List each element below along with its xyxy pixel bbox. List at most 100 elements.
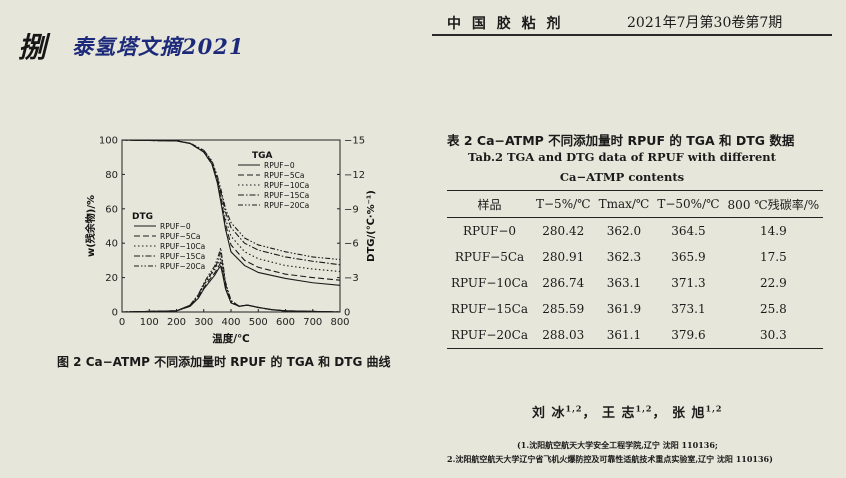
table-cell: 373.1 [671, 302, 706, 316]
y-left-tick-label: 60 [105, 204, 118, 215]
author-name: 王 志 [601, 406, 636, 421]
y-right-tick-label: −3 [344, 273, 359, 284]
table-row: RPUF−10Ca 286.74 363.1 371.3 22.9 [447, 270, 823, 296]
table-cell: 363.1 [606, 276, 642, 290]
brand-text: 泰氢塔文摘2021 [72, 34, 245, 59]
figure-caption: 图 2 Ca−ATMP 不同添加量时 RPUF 的 TGA 和 DTG 曲线 [57, 355, 391, 369]
author-name: 刘 冰 [532, 406, 566, 421]
x-tick-label: 700 [303, 317, 322, 328]
col-header-t50: T−50%/℃ [653, 190, 724, 218]
y-right-axis-label: DTG/(℃·%⁻¹) [366, 190, 377, 262]
table-cell: 362.3 [606, 250, 642, 264]
x-tick-label: 0 [119, 317, 125, 328]
tga-series-line [121, 139, 341, 281]
table-row: RPUF−15Ca 285.59 361.9 373.1 25.8 [447, 296, 823, 322]
tga-legend-title: TGA [252, 151, 273, 161]
x-tick-label: 200 [167, 317, 186, 328]
y-right-tick-label: −12 [344, 170, 365, 181]
tga-series-group [121, 139, 341, 286]
table-cell: RPUF−5Ca [454, 250, 525, 264]
table-cell: 288.03 [532, 322, 595, 349]
dtg-legend-label: RPUF−20Ca [160, 262, 205, 271]
table-cell: RPUF−0 [462, 224, 517, 238]
table-cell: 379.6 [653, 322, 724, 349]
table-cell: 361.1 [594, 322, 654, 349]
table-cell: 280.91 [542, 250, 585, 264]
y-left-tick-label: 40 [105, 239, 118, 250]
dtg-series-line [121, 261, 341, 313]
table-cell: RPUF−15Ca [451, 302, 528, 316]
table-cell: 361.9 [606, 302, 642, 316]
table-row: RPUF−20Ca 288.03 361.1 379.6 30.3 [447, 322, 824, 349]
journal-name: 中 国 胶 粘 剂 [447, 16, 564, 32]
y-left-tick-label: 100 [99, 136, 118, 147]
brand-mark: 捌 [18, 31, 47, 64]
table-cell: 365.9 [671, 250, 706, 264]
table-subtitle-1: Tab.2 TGA and DTG data of RPUF with diff… [468, 150, 776, 164]
x-tick-label: 100 [140, 317, 159, 328]
table-cell: 22.9 [759, 276, 787, 290]
tga-dtg-chart: 0 100 200 300 400 500 600 700 8000204060801000−3… [84, 136, 377, 346]
y-right-tick-label: −15 [344, 136, 365, 147]
table-cell: RPUF−20Ca [447, 322, 532, 349]
table-row: RPUF−5Ca 280.91 362.3 365.9 17.5 [447, 244, 823, 270]
col-header-sample: 样品 [447, 190, 532, 218]
y-left-axis-label: w(残余物)/% [84, 195, 97, 257]
author-affiliation-mark: 1,2 [705, 403, 723, 414]
dtg-legend-label: RPUF−0 [160, 222, 191, 231]
dtg-legend-title: DTG [132, 212, 153, 222]
col-header-t5: T−5%/℃ [532, 190, 595, 218]
table-cell: 364.5 [671, 224, 706, 238]
table-cell: 285.59 [542, 302, 585, 316]
table-cell: 286.74 [542, 276, 585, 290]
tga-series-line [121, 139, 341, 286]
y-right-tick-label: −6 [344, 239, 359, 250]
tga-legend-label: RPUF−5Ca [264, 171, 304, 180]
y-right-tick-label: 0 [344, 308, 350, 319]
affiliation-2: 2.沈阳航空航天大学辽宁省飞机火爆防控及可靠性适航技术重点实验室,辽宁 沈阳 1… [447, 454, 773, 464]
dtg-series-group [121, 247, 341, 313]
dtg-series-line [121, 257, 341, 313]
x-tick-label: 800 [330, 317, 349, 328]
col-header-tmax: Tmax/℃ [594, 190, 654, 218]
table-cell: 371.3 [671, 276, 706, 290]
x-tick-label: 400 [221, 317, 240, 328]
affiliation-1: (1.沈阳航空航天大学安全工程学院,辽宁 沈阳 110136; [517, 440, 718, 450]
data-table: 样品 T−5%/℃ Tmax/℃ T−50%/℃ 800 ℃残碳率/% RPUF… [447, 190, 824, 349]
tga-legend-label: RPUF−0 [264, 161, 295, 170]
chart-labels: 0 100 200 300 400 500 600 700 8000204060801000−3… [84, 136, 377, 346]
dtg-legend-label: RPUF−5Ca [160, 232, 200, 241]
y-right-tick-label: −9 [344, 204, 359, 215]
table-title: 表 2 Ca−ATMP 不同添加量时 RPUF 的 TGA 和 DTG 数据 [447, 133, 795, 148]
dtg-series-line [121, 247, 341, 313]
x-tick-label: 600 [276, 317, 295, 328]
dtg-series-line [121, 264, 341, 313]
table-subtitle-2: Ca−ATMP contents [559, 170, 685, 184]
author-list: 刘 冰1,2， 王 志1,2， 张 旭1,2 [532, 403, 723, 421]
table-header-row: 样品 T−5%/℃ Tmax/℃ T−50%/℃ 800 ℃残碳率/% [447, 190, 824, 218]
x-axis-label: 温度/℃ [212, 332, 250, 345]
table-cell: 14.9 [759, 224, 787, 238]
table-row: RPUF−0 280.42 362.0 364.5 14.9 [447, 218, 823, 245]
author-affiliation-mark: 1,2 [565, 403, 583, 414]
y-left-tick-label: 20 [105, 273, 118, 284]
dtg-legend-label: RPUF−10Ca [160, 242, 205, 251]
x-tick-label: 500 [249, 317, 268, 328]
tga-legend-label: RPUF−10Ca [264, 181, 309, 190]
y-left-tick-label: 0 [112, 308, 118, 319]
tga-series-line [121, 139, 341, 261]
x-tick-label: 300 [194, 317, 213, 328]
author-name: 张 旭 [671, 406, 706, 421]
col-header-char: 800 ℃残碳率/% [723, 190, 824, 218]
author-affiliation-mark: 1,2 [635, 403, 653, 414]
dtg-series-line [121, 252, 341, 313]
y-left-tick-label: 80 [105, 170, 118, 181]
table-cell: 362.0 [606, 224, 642, 238]
table-cell: 280.42 [542, 224, 585, 238]
table-cell: 30.3 [723, 322, 824, 349]
table-cell: 17.5 [759, 250, 787, 264]
tga-legend-label: RPUF−20Ca [264, 201, 309, 210]
issue-info: 2021年7月第30卷第7期 [627, 15, 783, 31]
tga-legend-label: RPUF−15Ca [264, 191, 309, 200]
header-rule [432, 34, 832, 36]
